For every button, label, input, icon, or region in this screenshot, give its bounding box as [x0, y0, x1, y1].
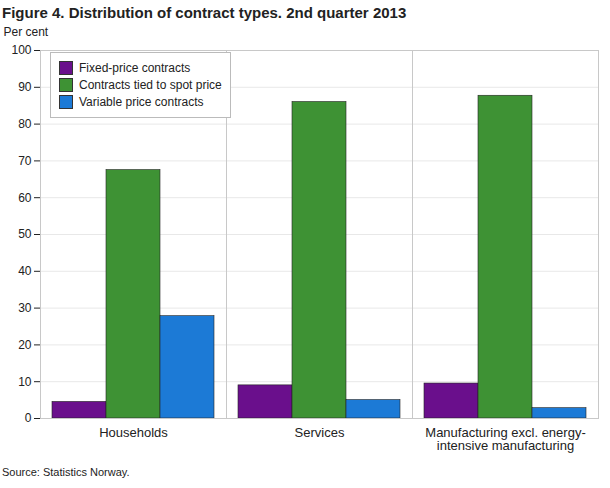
svg-text:70: 70 [18, 154, 32, 168]
svg-text:30: 30 [18, 301, 32, 315]
svg-text:Manufacturing excl. energy-int: Manufacturing excl. energy-intensive man… [425, 425, 585, 453]
svg-text:20: 20 [18, 338, 32, 352]
svg-text:90: 90 [18, 80, 32, 94]
svg-text:10: 10 [18, 375, 32, 389]
svg-text:0: 0 [25, 411, 32, 425]
svg-text:100: 100 [11, 43, 31, 57]
svg-text:Per cent: Per cent [4, 25, 49, 39]
svg-text:40: 40 [18, 264, 32, 278]
html-text:Contracts tied to spot price: Contracts tied to spot price [79, 78, 222, 92]
svg-text:Households: Households [99, 425, 168, 440]
svg-text:80: 80 [18, 117, 32, 131]
html-text:Fixed-price contracts: Fixed-price contracts [79, 61, 191, 75]
svg-text:Services: Services [295, 425, 345, 440]
svg-text:50: 50 [18, 227, 32, 241]
html-text:Figure 4. Distribution of cont: Figure 4. Distribution of contract types… [2, 4, 407, 21]
html-text:Source: Statistics Norway.: Source: Statistics Norway. [2, 466, 130, 478]
html-text:Variable price contracts: Variable price contracts [79, 95, 204, 109]
svg-text:60: 60 [18, 191, 32, 205]
